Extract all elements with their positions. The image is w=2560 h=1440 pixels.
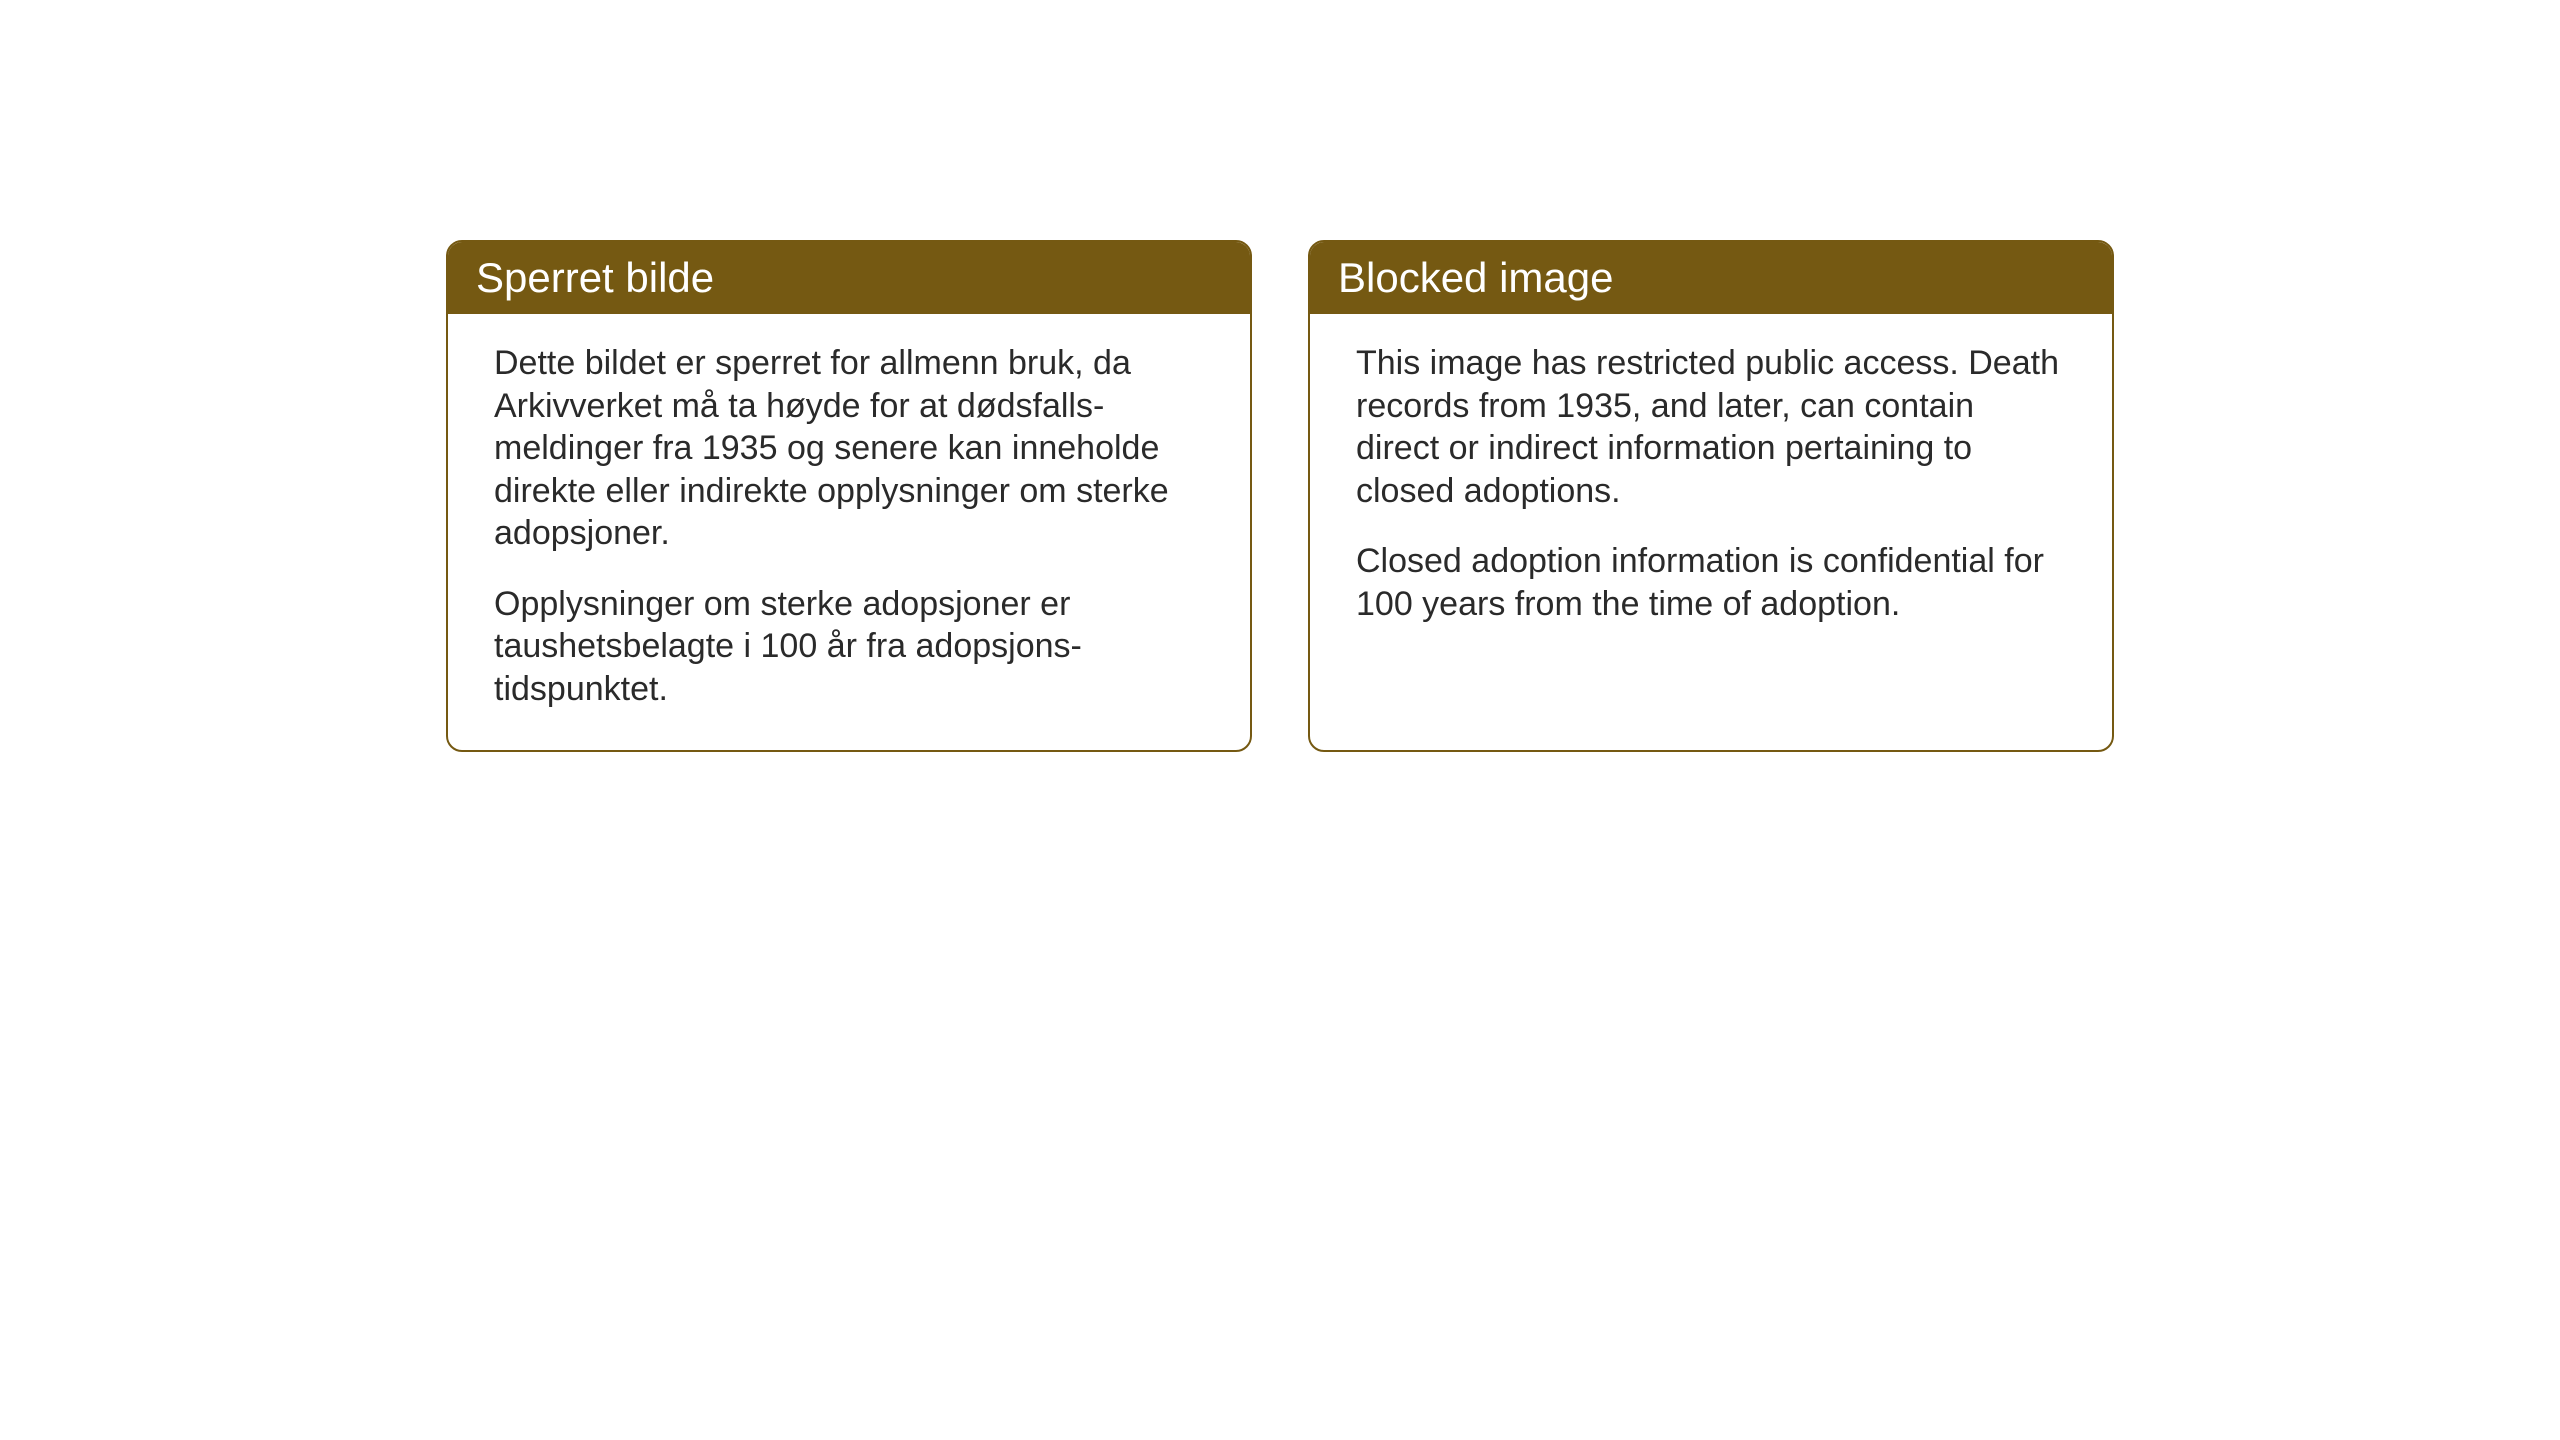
card-paragraph: Dette bildet er sperret for allmenn bruk… [494,342,1204,555]
card-body: This image has restricted public access.… [1310,314,2112,665]
card-paragraph: This image has restricted public access.… [1356,342,2066,512]
card-title: Sperret bilde [476,254,714,301]
card-title: Blocked image [1338,254,1613,301]
info-cards-container: Sperret bilde Dette bildet er sperret fo… [446,240,2114,752]
card-header: Blocked image [1310,242,2112,314]
card-body: Dette bildet er sperret for allmenn bruk… [448,314,1250,750]
card-paragraph: Opplysninger om sterke adopsjoner er tau… [494,583,1204,711]
card-header: Sperret bilde [448,242,1250,314]
info-card-english: Blocked image This image has restricted … [1308,240,2114,752]
info-card-norwegian: Sperret bilde Dette bildet er sperret fo… [446,240,1252,752]
card-paragraph: Closed adoption information is confident… [1356,540,2066,625]
